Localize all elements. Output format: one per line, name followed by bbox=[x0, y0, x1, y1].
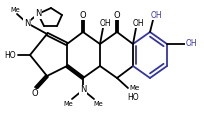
Text: Me: Me bbox=[10, 7, 20, 13]
Text: N: N bbox=[35, 9, 41, 19]
Text: O: O bbox=[114, 10, 120, 20]
Text: Me: Me bbox=[130, 85, 140, 91]
Text: N: N bbox=[24, 19, 30, 27]
Text: OH: OH bbox=[99, 19, 111, 27]
Text: HO: HO bbox=[4, 51, 16, 59]
Text: OH: OH bbox=[132, 19, 144, 27]
Text: OH: OH bbox=[185, 39, 197, 49]
Text: OH: OH bbox=[150, 10, 162, 20]
Text: HO: HO bbox=[127, 93, 139, 102]
Text: Me: Me bbox=[93, 101, 103, 107]
Text: Me: Me bbox=[63, 101, 73, 107]
Text: N: N bbox=[80, 86, 86, 94]
Text: O: O bbox=[32, 89, 38, 99]
Text: O: O bbox=[80, 10, 86, 20]
